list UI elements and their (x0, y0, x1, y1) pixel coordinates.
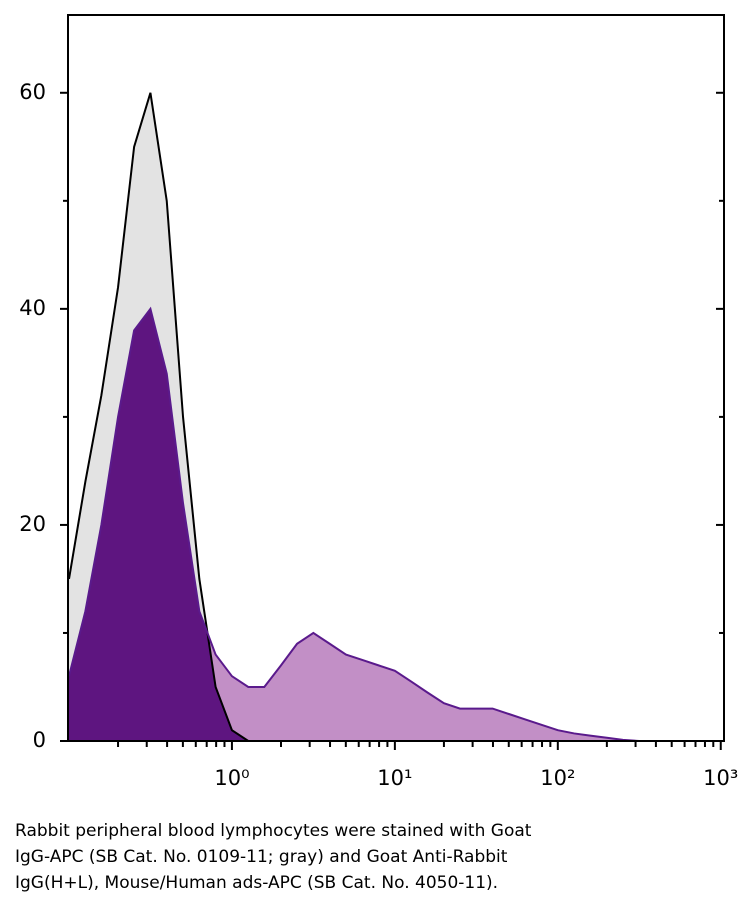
x-tick-label: 10¹ (377, 766, 412, 790)
chart: 0 20 40 60 10⁰ 10¹ 10² 10³ (19, 14, 738, 790)
caption-line: IgG-APC (SB Cat. No. 0109-11; gray) and … (15, 847, 508, 867)
caption-line: IgG(H+L), Mouse/Human ads-APC (SB Cat. N… (15, 873, 499, 893)
y-tick-label: 40 (19, 296, 46, 320)
plot-frame (67, 14, 725, 742)
x-tick-label: 10⁰ (214, 766, 249, 790)
y-tick-label: 0 (33, 728, 46, 752)
caption-line: Rabbit peripheral blood lymphocytes were… (15, 821, 532, 841)
y-tick-label: 20 (19, 512, 46, 536)
stained-line (68, 306, 640, 742)
caption: Rabbit peripheral blood lymphocytes were… (15, 818, 531, 896)
x-tick-label: 10² (540, 766, 575, 790)
overlap-area (68, 308, 640, 741)
x-tick-label: 10³ (703, 766, 738, 790)
y-tick-label: 60 (19, 80, 46, 104)
